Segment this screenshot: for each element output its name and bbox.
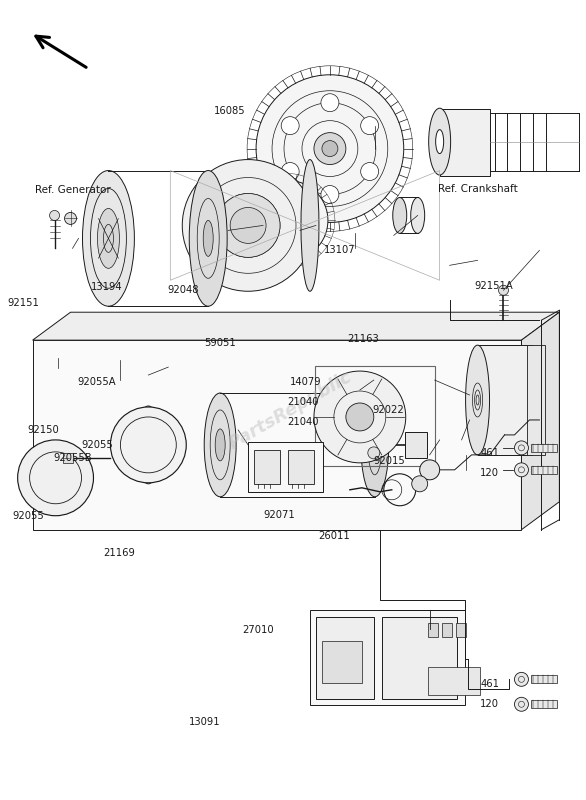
Polygon shape — [440, 109, 489, 175]
Polygon shape — [522, 312, 560, 530]
Text: 13194: 13194 — [91, 282, 123, 292]
Text: 92055B: 92055B — [53, 454, 92, 463]
Bar — [455, 623, 466, 638]
Bar — [532, 444, 557, 452]
Text: 120: 120 — [480, 469, 499, 478]
Circle shape — [321, 94, 339, 112]
Ellipse shape — [393, 198, 407, 234]
Circle shape — [281, 117, 299, 134]
Circle shape — [182, 159, 314, 291]
Bar — [527, 345, 546, 455]
Bar — [442, 623, 452, 638]
Circle shape — [515, 441, 529, 455]
Ellipse shape — [466, 345, 489, 455]
Ellipse shape — [135, 406, 161, 484]
Ellipse shape — [215, 429, 225, 461]
Circle shape — [515, 698, 529, 711]
Text: 461: 461 — [480, 679, 499, 689]
Bar — [428, 667, 479, 695]
Circle shape — [50, 210, 60, 221]
Circle shape — [314, 133, 346, 165]
Text: 92048: 92048 — [168, 285, 199, 295]
Circle shape — [64, 213, 77, 225]
Circle shape — [322, 141, 338, 157]
Circle shape — [515, 463, 529, 477]
Text: 120: 120 — [480, 699, 499, 709]
Text: 13107: 13107 — [323, 245, 355, 255]
Text: PartsRepublic: PartsRepublic — [225, 367, 355, 453]
Text: Ref. Generator: Ref. Generator — [35, 186, 110, 195]
Text: 92055: 92055 — [12, 510, 44, 521]
Text: 21040: 21040 — [287, 398, 319, 407]
Circle shape — [346, 403, 374, 431]
Ellipse shape — [204, 393, 236, 497]
Ellipse shape — [435, 130, 444, 154]
Circle shape — [314, 371, 406, 463]
Text: 16085: 16085 — [214, 106, 246, 116]
Polygon shape — [33, 340, 522, 530]
Bar — [254, 450, 280, 484]
Circle shape — [280, 213, 296, 229]
Text: 92055A: 92055A — [78, 378, 117, 387]
Text: 21169: 21169 — [103, 548, 135, 558]
Text: 92151: 92151 — [8, 298, 40, 308]
Circle shape — [18, 440, 94, 516]
Bar — [315, 366, 435, 466]
Ellipse shape — [372, 431, 379, 459]
Ellipse shape — [83, 170, 134, 306]
Circle shape — [216, 194, 280, 258]
Circle shape — [412, 476, 428, 492]
Circle shape — [110, 407, 186, 483]
Ellipse shape — [189, 170, 227, 306]
Circle shape — [248, 181, 328, 260]
Bar — [248, 442, 323, 492]
Text: Ref. Crankshaft: Ref. Crankshaft — [438, 183, 517, 194]
Bar — [310, 610, 465, 706]
Polygon shape — [33, 312, 560, 340]
Ellipse shape — [97, 209, 120, 268]
Circle shape — [368, 447, 380, 459]
Bar — [63, 453, 73, 463]
Text: 92151A: 92151A — [474, 281, 513, 291]
Ellipse shape — [429, 108, 451, 175]
Bar — [428, 623, 438, 638]
Bar — [322, 642, 362, 683]
Ellipse shape — [361, 393, 389, 497]
Circle shape — [499, 286, 509, 295]
Circle shape — [360, 162, 379, 181]
Text: 92150: 92150 — [28, 426, 59, 435]
Circle shape — [256, 74, 404, 222]
Ellipse shape — [301, 159, 319, 291]
Text: 92022: 92022 — [372, 405, 404, 414]
Text: 26011: 26011 — [319, 531, 350, 542]
Ellipse shape — [411, 198, 425, 234]
Ellipse shape — [144, 432, 153, 458]
Text: 27010: 27010 — [243, 625, 274, 635]
Bar — [405, 432, 427, 458]
Bar — [382, 618, 456, 699]
Ellipse shape — [203, 221, 213, 256]
Bar — [316, 618, 374, 699]
Bar — [532, 700, 557, 708]
Bar — [478, 345, 533, 455]
Circle shape — [321, 186, 339, 203]
Text: 92015: 92015 — [374, 456, 406, 466]
Circle shape — [420, 460, 440, 480]
Circle shape — [281, 162, 299, 181]
Text: 461: 461 — [480, 449, 499, 458]
Bar — [288, 450, 314, 484]
Circle shape — [360, 117, 379, 134]
Text: 13091: 13091 — [189, 717, 220, 726]
Text: 59051: 59051 — [204, 338, 236, 347]
Text: 14079: 14079 — [290, 377, 322, 386]
Text: 92055: 92055 — [81, 441, 113, 450]
Bar — [532, 675, 557, 683]
Text: 92071: 92071 — [264, 510, 295, 520]
Circle shape — [515, 672, 529, 686]
Bar — [532, 466, 557, 474]
Text: 21040: 21040 — [287, 417, 319, 426]
Circle shape — [230, 207, 266, 243]
Text: 21163: 21163 — [347, 334, 379, 343]
